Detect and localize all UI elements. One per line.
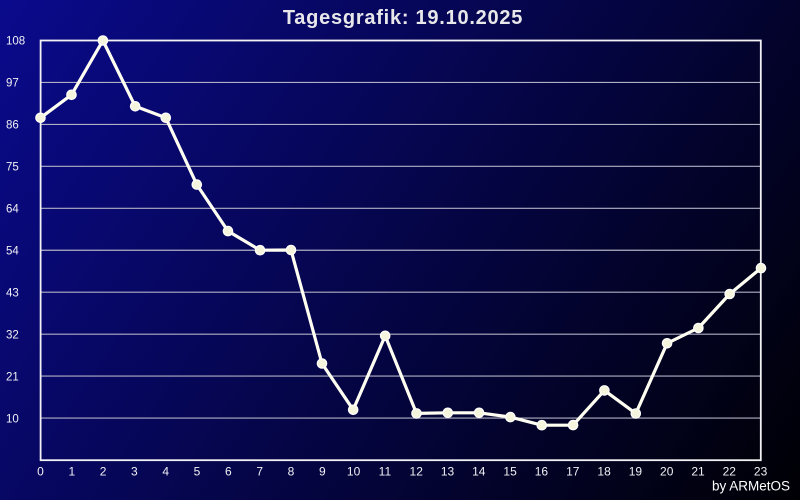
svg-text:19: 19 — [629, 465, 643, 479]
svg-text:54: 54 — [6, 246, 19, 258]
svg-text:108: 108 — [6, 36, 25, 48]
svg-text:12: 12 — [410, 465, 424, 479]
svg-text:9: 9 — [319, 465, 326, 479]
svg-text:64: 64 — [6, 204, 19, 216]
svg-text:11: 11 — [379, 465, 392, 479]
svg-text:7: 7 — [256, 465, 263, 479]
svg-text:32: 32 — [6, 329, 19, 341]
svg-text:3: 3 — [131, 465, 138, 479]
svg-text:16: 16 — [535, 465, 549, 479]
svg-text:by ARMetOS: by ARMetOS — [712, 479, 790, 494]
svg-text:15: 15 — [503, 465, 517, 479]
svg-text:0: 0 — [37, 465, 44, 479]
svg-text:20: 20 — [660, 465, 674, 479]
svg-text:8: 8 — [288, 465, 295, 479]
svg-text:22: 22 — [723, 465, 737, 479]
svg-text:5: 5 — [194, 465, 201, 479]
svg-text:86: 86 — [6, 120, 19, 132]
svg-text:97: 97 — [6, 78, 19, 90]
svg-text:21: 21 — [6, 371, 19, 383]
svg-text:21: 21 — [691, 465, 705, 479]
svg-text:75: 75 — [6, 162, 19, 174]
svg-text:1: 1 — [68, 465, 75, 479]
svg-text:18: 18 — [597, 465, 611, 479]
svg-text:13: 13 — [441, 465, 455, 479]
svg-text:10: 10 — [6, 413, 19, 425]
svg-text:43: 43 — [6, 287, 19, 299]
svg-text:14: 14 — [472, 465, 486, 479]
svg-text:4: 4 — [162, 465, 169, 479]
svg-text:10: 10 — [347, 465, 361, 479]
svg-text:6: 6 — [225, 465, 232, 479]
svg-text:17: 17 — [566, 465, 580, 479]
svg-text:2: 2 — [100, 465, 107, 479]
svg-text:23: 23 — [754, 465, 768, 479]
